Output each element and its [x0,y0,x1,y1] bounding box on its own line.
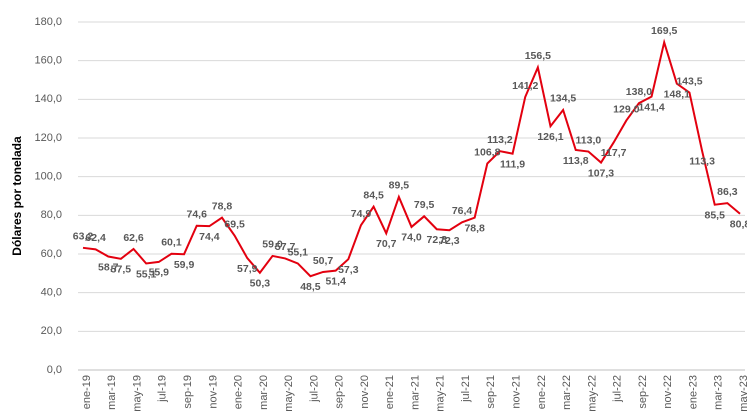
y-tick-label: 160,0 [34,55,62,67]
data-label: 48,5 [300,281,321,293]
series-line [82,38,741,278]
data-label: 113,2 [487,134,513,146]
data-label: 74,4 [199,231,220,243]
x-tick-label: mar-21 [409,375,421,410]
data-label: 69,5 [224,218,245,230]
x-tick-label: may-22 [586,375,598,412]
data-label: 58,7 [98,261,119,273]
y-tick-label: 180,0 [34,16,62,28]
x-tick-label: jul-19 [157,375,169,403]
x-tick-label: ene-23 [687,375,699,409]
data-label: 74,6 [186,209,207,221]
data-label: 55,1 [136,268,157,280]
data-label: 84,5 [363,189,384,201]
data-label: 57,5 [111,264,132,276]
data-label: 50,3 [250,278,271,290]
x-tick-label: may-23 [738,375,747,412]
data-label: 55,9 [149,267,170,279]
x-tick-label: nov-21 [510,375,522,409]
x-tick-label: nov-19 [207,375,219,409]
data-label: 89,5 [389,180,410,192]
data-label: 106,8 [474,146,500,158]
y-tick-label: 120,0 [34,132,62,144]
x-tick-label: may-21 [435,375,447,412]
data-label: 86,3 [717,186,738,198]
data-label: 148,1 [664,88,690,100]
data-label: 55,1 [288,246,309,258]
data-label: 143,5 [676,75,702,87]
x-tick-label: ene-20 [233,375,245,409]
x-tick-label: mar-20 [258,375,270,410]
data-label: 129,0 [613,103,639,115]
data-label: 74,0 [401,232,422,244]
data-label: 113,3 [689,156,715,168]
y-axis-title: Dólares por tonelada [10,136,24,256]
data-label: 141,4 [638,101,664,113]
x-tick-label: mar-19 [106,375,118,410]
y-tick-label: 140,0 [34,93,62,105]
data-label: 156,5 [525,50,551,62]
data-label: 72,3 [439,235,460,247]
data-label: 85,5 [705,209,726,221]
x-tick-label: may-20 [283,375,295,412]
y-tick-label: 60,0 [41,248,62,260]
x-tick-label: mar-23 [713,375,725,410]
data-label: 57,7 [275,241,296,253]
x-tick-label: nov-22 [662,375,674,409]
x-tick-label: jul-20 [308,375,320,403]
x-tick-label: sep-22 [637,375,649,409]
data-label: 113,8 [563,155,589,167]
data-label: 57,9 [237,263,258,275]
data-label: 57,3 [338,264,359,276]
y-tick-label: 100,0 [34,171,62,183]
data-label: 60,1 [161,237,182,249]
x-tick-label: sep-19 [182,375,194,409]
data-label: 113,0 [576,134,602,146]
data-label: 107,3 [588,167,614,179]
data-label: 50,7 [313,255,334,267]
x-tick-label: nov-20 [359,375,371,409]
data-label: 79,5 [414,199,435,211]
data-label: 59,0 [262,239,283,251]
y-tick-label: 0,0 [47,364,62,376]
y-tick-label: 20,0 [41,325,62,337]
x-tick-label: jul-22 [612,375,624,403]
x-tick-label: jul-21 [460,375,472,403]
data-label: 80,8 [730,219,747,231]
x-tick-label: mar-22 [561,375,573,410]
data-label: 51,4 [325,275,346,287]
data-label: 169,5 [651,25,677,37]
data-label: 126,1 [537,131,563,143]
x-tick-label: ene-19 [81,375,93,409]
data-label: 78,8 [212,200,233,212]
data-label: 117,7 [601,147,627,159]
x-tick-label: ene-21 [384,375,396,409]
data-label: 141,2 [512,80,538,92]
data-label: 59,9 [174,259,195,271]
data-label: 134,5 [550,93,576,105]
x-tick-label: may-19 [131,375,143,412]
data-label: 70,7 [376,238,397,250]
data-label: 62,6 [123,232,144,244]
data-label: 74,9 [351,208,372,220]
x-tick-label: ene-22 [536,375,548,409]
data-label: 138,0 [626,86,652,98]
data-label: 111,9 [500,158,525,170]
y-tick-label: 80,0 [41,209,62,221]
x-tick-label: sep-20 [334,375,346,409]
data-label: 72,8 [427,234,448,246]
x-tick-label: sep-21 [485,375,497,409]
data-label: 63,2 [73,231,94,243]
data-label: 78,8 [464,222,485,234]
y-tick-label: 40,0 [41,287,62,299]
data-label: 76,4 [452,205,473,217]
data-label: 62,4 [85,232,106,244]
